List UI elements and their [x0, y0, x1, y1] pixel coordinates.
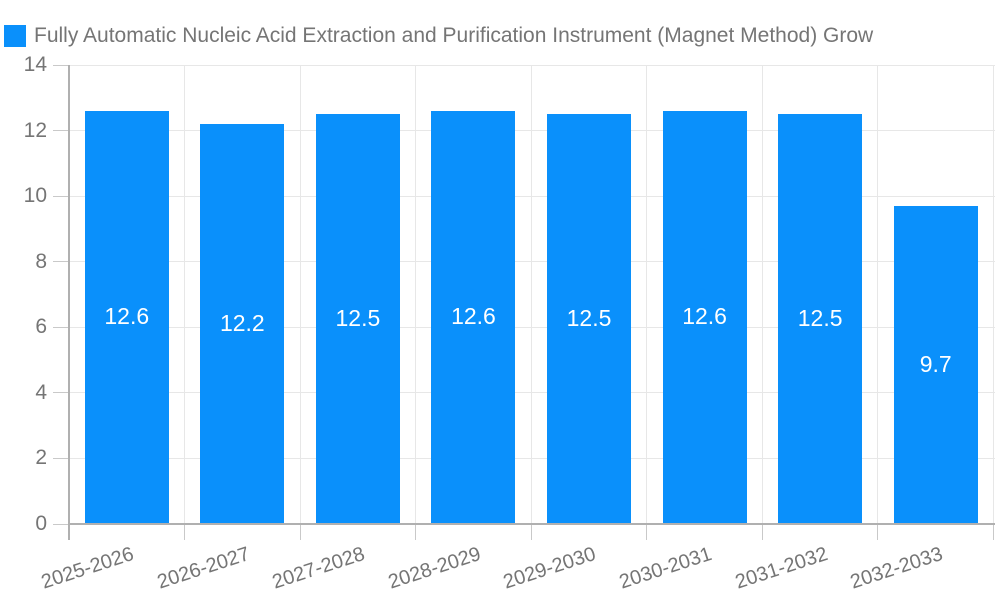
bar-value-label: 12.5 [335, 305, 381, 332]
bar-value-label: 12.6 [451, 303, 496, 330]
bar-value-label: 9.7 [919, 350, 952, 377]
x-axis-tick [761, 524, 763, 540]
y-axis-line [68, 65, 70, 540]
y-gridline [69, 392, 995, 394]
x-axis-tick-label: 2027-2028 [269, 543, 368, 594]
x-gridline [530, 65, 532, 524]
bar-value-label: 12.2 [219, 310, 265, 336]
bar [431, 110, 516, 523]
x-gridline [877, 65, 879, 524]
y-gridline [69, 130, 995, 132]
bar-value-label: 12.6 [682, 303, 727, 330]
x-axis-tick-label: 2025-2026 [38, 543, 137, 594]
x-gridline [184, 65, 186, 524]
y-axis-tick-label: 10 [23, 184, 47, 208]
y-axis-tick [53, 261, 69, 263]
x-gridline [761, 65, 763, 524]
x-axis-tick-label: 2029-2030 [501, 543, 599, 594]
x-axis-tick-label: 2031-2032 [732, 543, 830, 594]
y-axis-tick-label: 12 [23, 118, 47, 142]
x-gridline [415, 65, 417, 524]
y-axis-tick-label: 2 [35, 446, 47, 470]
y-axis-tick [53, 523, 69, 525]
x-axis-tick [184, 524, 186, 540]
bar [84, 110, 169, 523]
legend-swatch-icon[interactable] [4, 25, 26, 47]
y-gridline [69, 64, 995, 66]
x-axis-tick [646, 524, 648, 540]
y-gridline [69, 195, 995, 197]
y-gridline [69, 457, 995, 459]
bar-value-label: 12.5 [566, 305, 612, 332]
y-axis-tick [53, 326, 69, 328]
y-axis-tick [53, 130, 69, 132]
y-gridline [69, 326, 995, 328]
x-gridline [993, 65, 994, 524]
bar [315, 114, 400, 523]
y-axis-tick [53, 64, 69, 66]
x-gridline [646, 65, 648, 524]
y-axis-tick-label: 6 [35, 315, 47, 339]
x-axis-tick [299, 524, 301, 540]
legend-series-label[interactable]: Fully Automatic Nucleic Acid Extraction … [34, 24, 874, 47]
x-axis-tick-label: 2028-2029 [385, 543, 484, 594]
bar [778, 114, 863, 523]
y-axis-tick-label: 4 [35, 380, 47, 404]
x-axis-tick [993, 524, 994, 540]
x-axis-tick [530, 524, 532, 540]
bar [547, 114, 632, 523]
bar [200, 124, 285, 523]
x-axis-tick-label: 2030-2031 [616, 543, 715, 594]
y-axis-tick [53, 457, 69, 459]
bar [662, 110, 747, 523]
y-axis-tick-label: 0 [35, 512, 47, 535]
x-axis-tick [877, 524, 879, 540]
bar [893, 205, 978, 523]
y-axis-tick-label: 8 [35, 249, 47, 273]
x-axis-tick-label: 2032-2033 [847, 543, 946, 594]
x-axis-line [68, 523, 995, 525]
x-axis-tick-label: 2026-2027 [154, 543, 253, 594]
y-axis-tick-label: 14 [23, 53, 47, 76]
y-gridline [69, 261, 995, 263]
y-axis-tick [53, 392, 69, 394]
x-axis-tick [415, 524, 417, 540]
bar-value-label: 12.5 [797, 305, 843, 332]
bar-value-label: 12.6 [104, 303, 150, 330]
y-axis-tick [53, 195, 69, 197]
x-gridline [299, 65, 301, 524]
chart-legend: Fully Automatic Nucleic Acid Extraction … [0, 0, 1000, 55]
